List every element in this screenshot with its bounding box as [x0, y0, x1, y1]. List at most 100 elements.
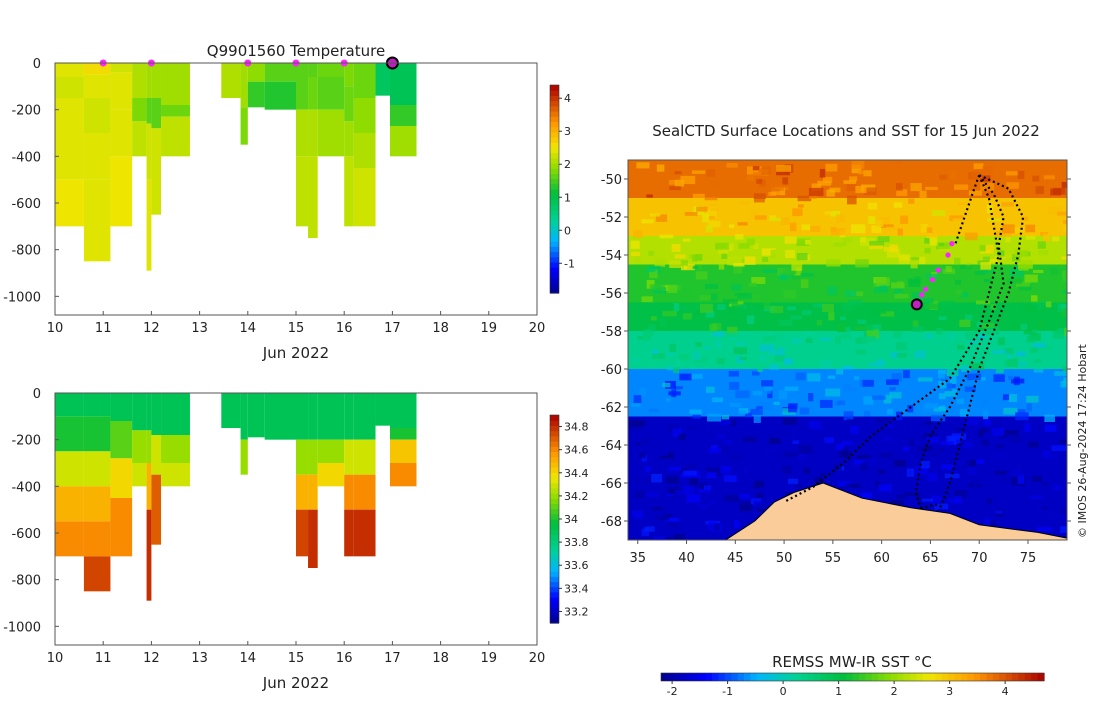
sst-patch — [949, 215, 964, 222]
x-tick-label: 10 — [47, 651, 64, 666]
sst-patch — [716, 433, 726, 440]
colorbar-tick-label: 34.2 — [564, 490, 589, 503]
sst-patch — [843, 326, 851, 333]
sst-patch — [742, 436, 757, 443]
colorbar-swatch — [692, 673, 700, 681]
colorbar-swatch — [550, 131, 559, 138]
sst-patch — [846, 483, 861, 488]
x-tick-label: 18 — [432, 321, 449, 336]
sst-patch — [983, 419, 991, 426]
sst-patch — [800, 279, 809, 289]
sst-patch — [631, 251, 641, 257]
x-tick-label: 19 — [481, 321, 498, 336]
sst-patch — [1016, 361, 1028, 367]
profile-cell — [161, 116, 190, 157]
profile-cell — [161, 63, 190, 105]
x-tick-label: 14 — [240, 321, 257, 336]
sst-patch — [794, 267, 802, 276]
sst-patch — [827, 375, 836, 379]
sst-colorbar: -2 -1 0 1 2 3 4 — [660, 672, 1045, 698]
colorbar-swatch — [550, 555, 559, 562]
sst-patch — [646, 492, 659, 497]
sst-patch — [1044, 414, 1055, 422]
colorbar-swatch — [550, 508, 559, 515]
sst-patch — [880, 311, 895, 317]
sst-patch — [871, 307, 887, 314]
sst-patch — [1043, 175, 1056, 180]
sst-patch — [648, 408, 659, 412]
sst-patch — [756, 480, 765, 488]
sst-patch — [794, 483, 802, 488]
sst-patch — [924, 238, 930, 244]
profile-cell — [296, 393, 309, 440]
sst-patch — [710, 205, 718, 209]
sst-patch — [1064, 327, 1067, 336]
sst-patch — [1032, 329, 1038, 334]
salinity-panel: 10 11 12 13 14 15 16 17 18 19 20 0 -200 -400 -600 -800… — [3, 387, 588, 692]
colorbar-swatch — [550, 111, 559, 117]
x-tick-label: 16 — [336, 651, 353, 666]
sst-patch — [877, 453, 889, 459]
sst-patch — [867, 202, 878, 210]
sst-patch — [1032, 343, 1046, 348]
colorbar-swatch — [992, 673, 1000, 681]
sst-patch — [692, 254, 698, 262]
profile-cell — [308, 156, 318, 238]
profile-cell — [83, 74, 111, 98]
sst-patch — [836, 368, 844, 375]
sst-patch — [846, 419, 861, 426]
sst-patch — [1017, 475, 1025, 484]
sst-patch — [784, 386, 799, 391]
sst-patch — [1025, 235, 1036, 240]
sst-patch — [758, 401, 771, 411]
sst-patch — [974, 271, 986, 275]
sst-patch — [859, 379, 874, 387]
sst-patch — [863, 396, 874, 405]
sst-patch — [949, 375, 957, 385]
sst-patch — [885, 288, 892, 292]
sst-patch — [920, 446, 933, 451]
sst-patch — [1050, 500, 1065, 510]
sst-patch — [728, 301, 744, 307]
sst-patch — [654, 258, 666, 267]
colorbar-swatch — [980, 673, 988, 681]
sst-patch — [698, 198, 709, 202]
sst-patch — [1015, 281, 1031, 287]
colorbar-swatch — [550, 591, 559, 598]
profile-cell — [317, 77, 345, 110]
sst-patch — [844, 290, 857, 297]
sst-patch — [798, 453, 806, 461]
colorbar-swatch — [999, 673, 1007, 681]
sst-patch — [799, 407, 810, 415]
colorbar-swatch — [961, 673, 968, 681]
sst-patch — [964, 386, 976, 392]
sst-patch — [965, 417, 980, 425]
colorbar-swatch — [550, 147, 559, 154]
profile-cell — [308, 509, 318, 568]
profile-cell — [110, 156, 133, 227]
profile-cell — [110, 72, 133, 110]
profile-cell — [146, 463, 152, 510]
sst-patch — [1008, 394, 1017, 403]
sst-patch — [924, 247, 931, 254]
sst-patch — [967, 466, 977, 475]
colorbar-tick-label: 4 — [564, 92, 571, 105]
sst-patch — [952, 433, 967, 440]
sst-patch — [983, 410, 989, 420]
sst-patch — [735, 390, 750, 399]
sst-patch — [731, 304, 745, 311]
sst-patch — [805, 239, 811, 245]
profile-cell — [317, 63, 345, 77]
colorbar-swatch — [661, 673, 668, 681]
colorbar-swatch — [814, 673, 822, 681]
sst-patch — [1062, 272, 1067, 281]
sst-patch — [662, 310, 677, 317]
profile-cell — [296, 77, 309, 110]
sst-patch — [693, 358, 704, 363]
sst-patch — [1063, 220, 1067, 224]
sst-patch — [887, 419, 894, 428]
sst-patch — [976, 459, 985, 464]
sst-patch — [668, 467, 681, 471]
sst-patch — [837, 323, 847, 333]
colorbar-swatch — [550, 503, 559, 510]
